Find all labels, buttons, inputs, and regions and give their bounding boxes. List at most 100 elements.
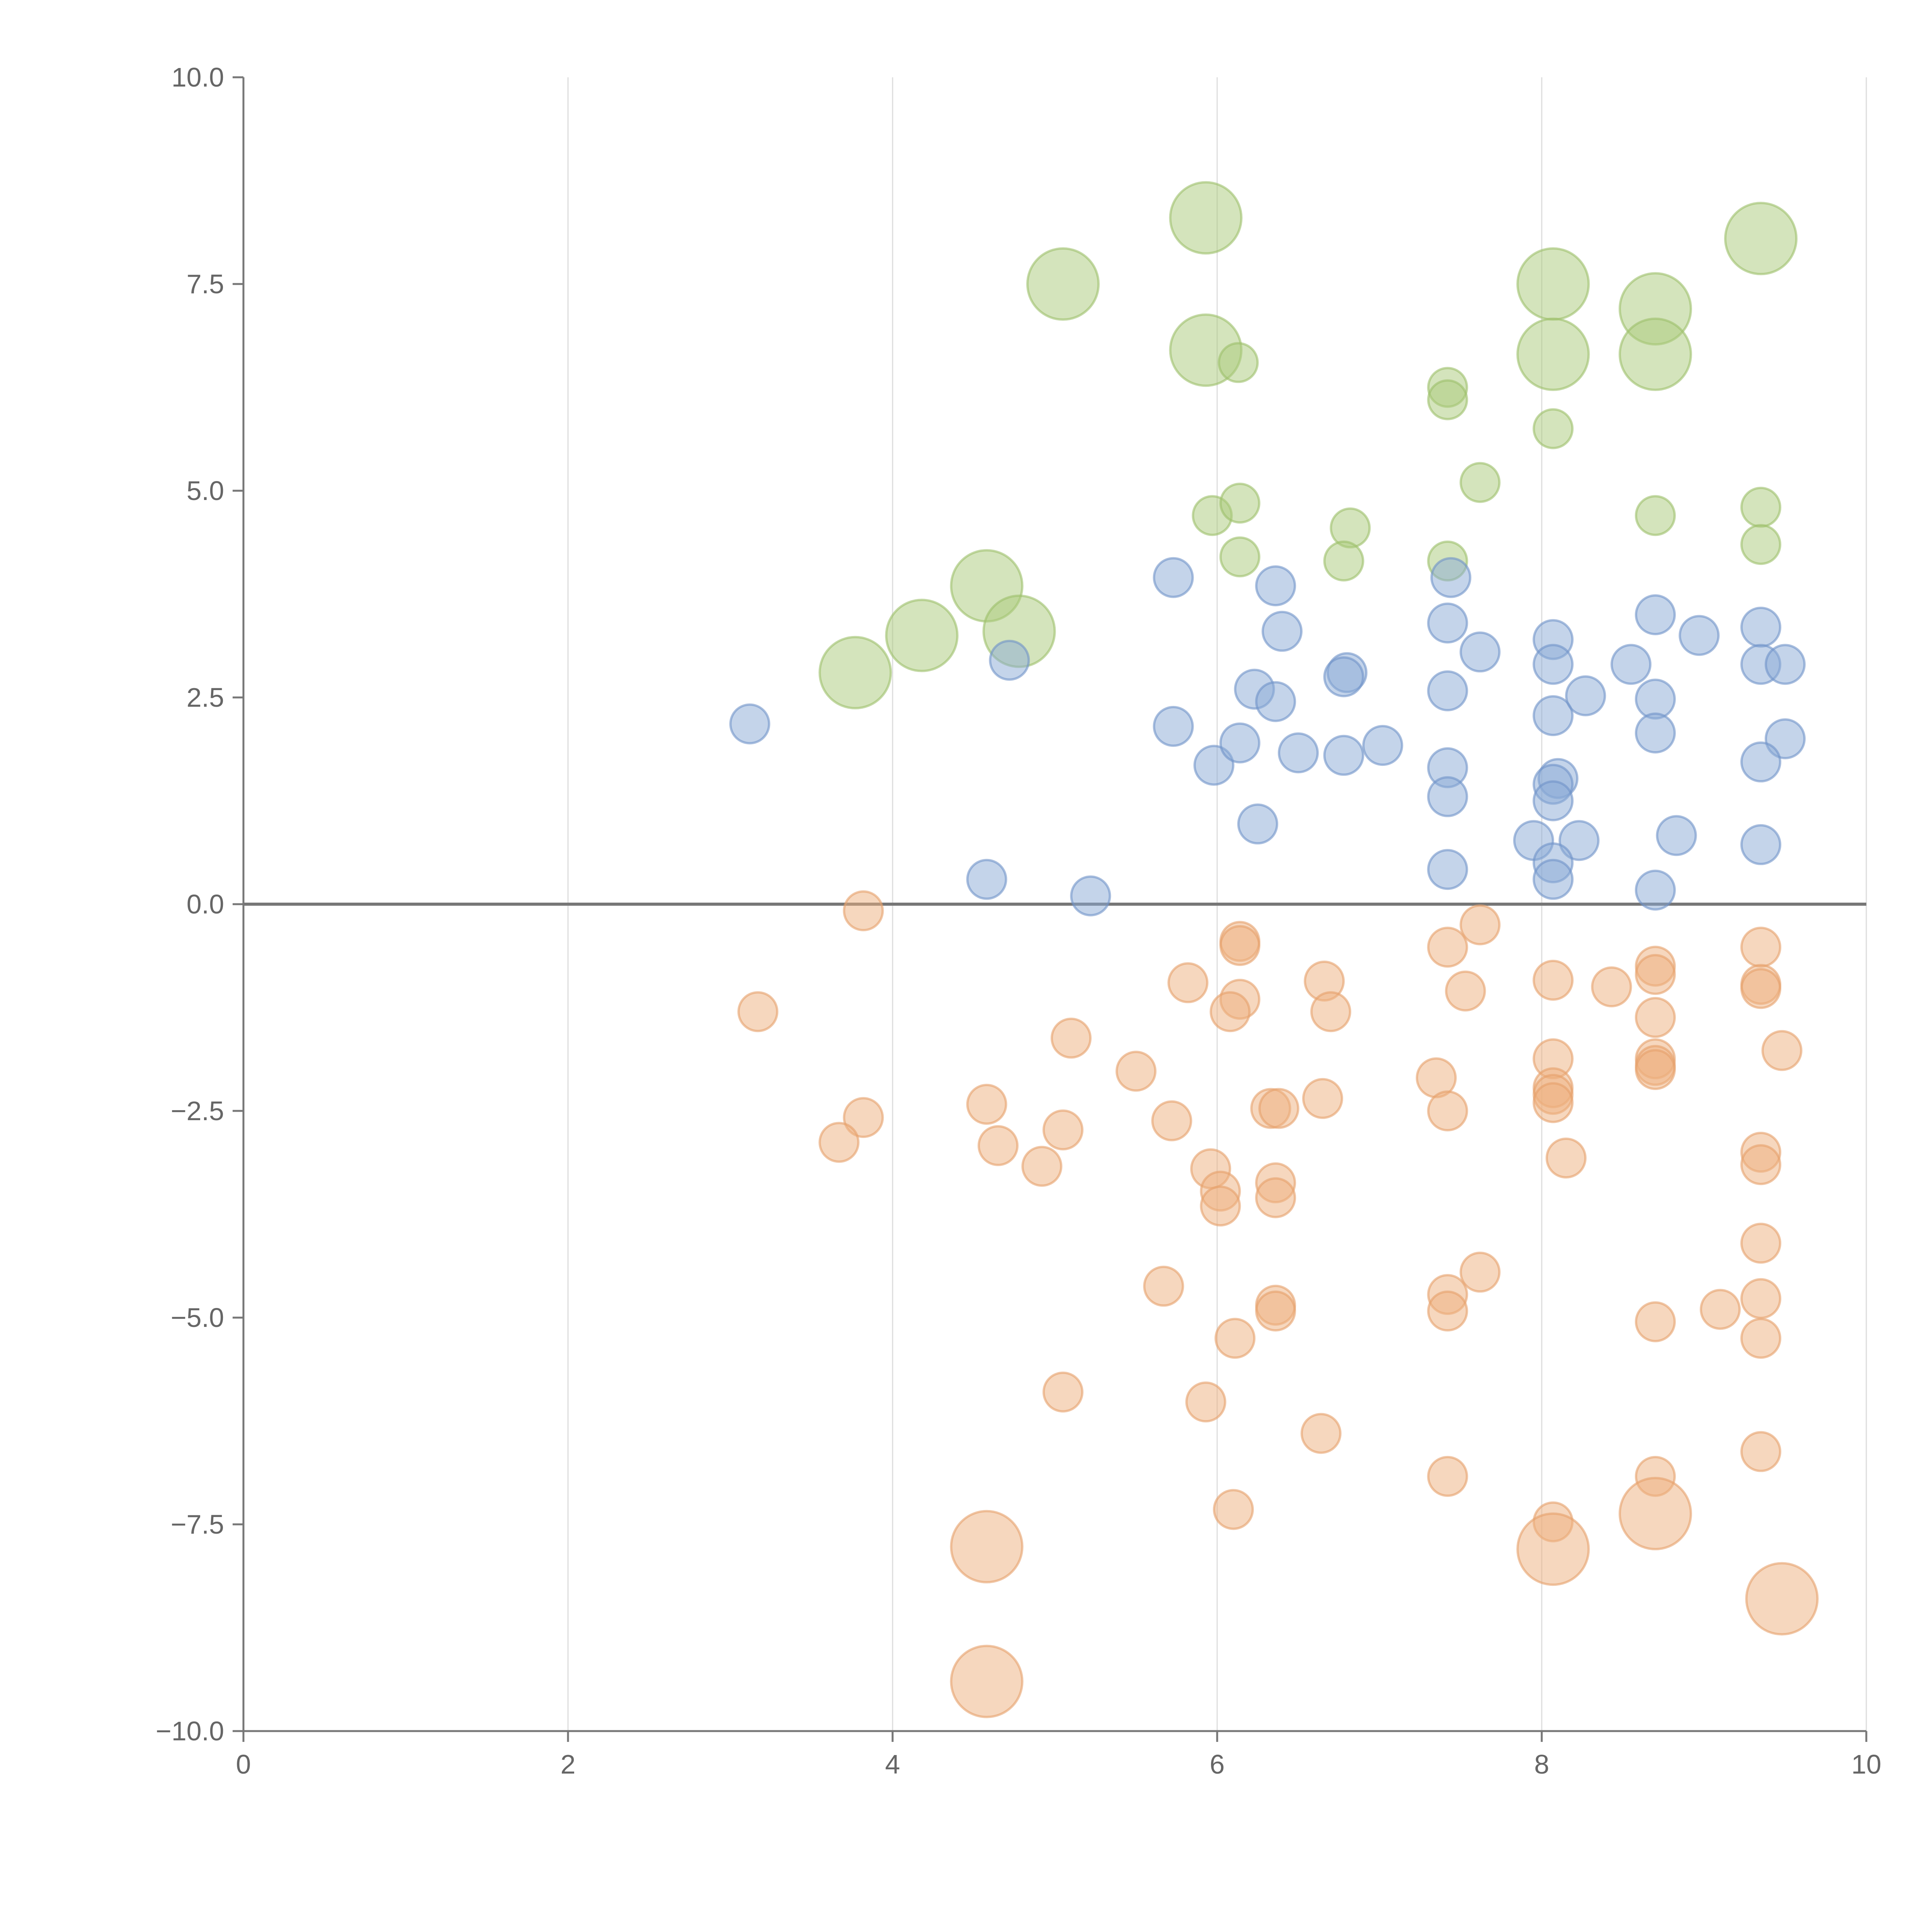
orange-point-0 <box>843 890 884 932</box>
blue-point-14 <box>989 639 1030 681</box>
orange-point-38 <box>1427 1090 1468 1131</box>
orange-point-73 <box>1619 1477 1692 1551</box>
blue-point-18 <box>1255 681 1296 722</box>
orange-point-2 <box>843 1097 884 1138</box>
orange-point-10 <box>1151 1100 1192 1141</box>
green-point-10 <box>1427 379 1468 420</box>
orange-point-34 <box>1427 927 1468 968</box>
blue-point-40 <box>1558 820 1600 861</box>
green-point-12 <box>1459 462 1501 503</box>
orange-point-42 <box>1427 1456 1468 1497</box>
blue-point-29 <box>1219 722 1260 764</box>
green-point-1 <box>1026 247 1100 321</box>
orange-point-68 <box>1740 1431 1781 1472</box>
y-tick-label: −5.0 <box>171 1303 224 1333</box>
x-tick-label: 4 <box>885 1749 900 1779</box>
blue-point-27 <box>1740 741 1781 782</box>
orange-point-51 <box>1635 954 1676 995</box>
blue-point-11 <box>1740 607 1781 648</box>
orange-point-48 <box>1546 1137 1587 1179</box>
blue-point-16 <box>1153 706 1194 747</box>
green-point-17 <box>1323 540 1364 582</box>
orange-point-55 <box>1635 1049 1676 1090</box>
orange-point-29 <box>1214 1318 1256 1359</box>
y-tick-label: −2.5 <box>171 1096 224 1126</box>
x-axis-ticks: 0 2 4 6 8 10 <box>236 1731 1881 1779</box>
green-point-25 <box>818 636 892 709</box>
green-point-3 <box>1218 342 1259 383</box>
blue-point-48 <box>1070 875 1111 917</box>
orange-point-36 <box>1445 970 1486 1012</box>
x-tick-label: 0 <box>236 1749 251 1779</box>
blue-point-37 <box>1532 780 1574 821</box>
orange-point-20 <box>1258 1088 1299 1129</box>
orange-point-15 <box>1209 991 1251 1032</box>
orange-point-62 <box>1761 1030 1803 1071</box>
blue-point-43 <box>1656 815 1697 856</box>
orange-point-17 <box>1310 991 1351 1032</box>
orange-point-32 <box>1300 1413 1342 1454</box>
blue-point-31 <box>1323 735 1364 776</box>
blue-point-2 <box>1262 611 1303 652</box>
green-point-16 <box>1330 507 1371 549</box>
blue-point-38 <box>1237 803 1278 845</box>
orange-point-41 <box>1427 1290 1468 1332</box>
orange-point-49 <box>1591 966 1632 1007</box>
orange-point-35 <box>1459 904 1501 946</box>
green-point-4 <box>1516 247 1590 321</box>
plot-area <box>729 181 1819 1718</box>
orange-point-13 <box>1219 925 1260 966</box>
blue-point-44 <box>1740 824 1781 865</box>
y-tick-label: −10.0 <box>156 1716 224 1746</box>
y-tick-label: 0.0 <box>187 889 224 919</box>
orange-point-64 <box>1740 1144 1781 1185</box>
orange-point-18 <box>1302 1078 1343 1119</box>
orange-point-7 <box>1043 1109 1083 1151</box>
green-point-14 <box>1219 483 1260 524</box>
green-point-20 <box>1740 486 1781 528</box>
orange-point-67 <box>1740 1318 1781 1359</box>
x-tick-label: 2 <box>561 1749 576 1779</box>
blue-point-25 <box>1635 713 1676 754</box>
green-point-7 <box>1619 317 1692 391</box>
blue-point-4 <box>1427 602 1468 644</box>
blue-point-9 <box>1611 644 1651 685</box>
x-tick-label: 8 <box>1534 1749 1549 1779</box>
green-point-5 <box>1516 317 1590 391</box>
y-tick-label: 7.5 <box>187 269 224 299</box>
blue-point-30 <box>1278 732 1319 774</box>
orange-point-6 <box>1021 1146 1063 1187</box>
orange-point-1 <box>737 991 779 1032</box>
blue-point-7 <box>1532 644 1574 685</box>
orange-point-72 <box>1516 1512 1590 1586</box>
blue-point-0 <box>1153 557 1194 598</box>
y-tick-label: −7.5 <box>171 1509 224 1539</box>
blue-point-21 <box>1427 670 1468 711</box>
orange-point-30 <box>1043 1371 1083 1413</box>
y-tick-label: 10.0 <box>172 62 224 92</box>
blue-point-42 <box>1532 859 1574 900</box>
blue-point-13 <box>1765 644 1806 685</box>
orange-point-31 <box>1185 1381 1226 1423</box>
blue-point-28 <box>1193 745 1235 786</box>
orange-point-5 <box>978 1125 1019 1166</box>
orange-point-33 <box>1213 1489 1254 1530</box>
blue-point-32 <box>1362 725 1403 766</box>
orange-point-26 <box>1143 1265 1184 1307</box>
orange-point-3 <box>818 1122 860 1163</box>
orange-point-9 <box>1116 1051 1156 1092</box>
blue-point-8 <box>1635 594 1676 635</box>
orange-point-70 <box>950 1510 1024 1583</box>
blue-point-5 <box>1459 631 1501 673</box>
orange-point-52 <box>1635 997 1676 1038</box>
orange-point-66 <box>1740 1278 1781 1319</box>
blue-point-1 <box>1255 565 1296 607</box>
orange-point-74 <box>1745 1562 1819 1636</box>
x-tick-label: 6 <box>1210 1749 1225 1779</box>
green-point-21 <box>1740 524 1781 565</box>
x-tick-label: 10 <box>1851 1749 1881 1779</box>
blue-point-46 <box>1635 869 1676 911</box>
orange-point-47 <box>1532 1082 1574 1123</box>
blue-point-22 <box>1532 695 1574 736</box>
